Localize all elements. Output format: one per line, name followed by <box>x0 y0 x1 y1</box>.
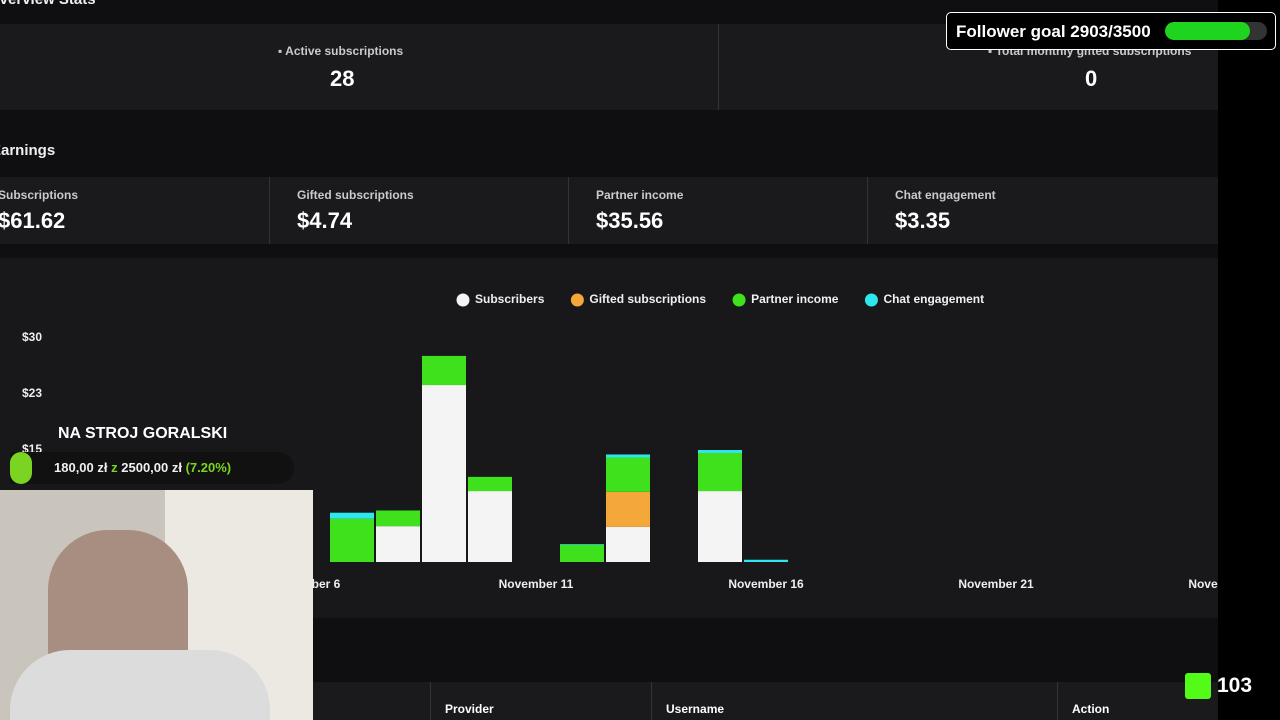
bar-segment <box>698 452 742 492</box>
y-tick-label: $23 <box>22 386 42 400</box>
bar-segment <box>376 526 420 562</box>
divider <box>651 682 652 720</box>
x-tick-label: November 11 <box>499 577 574 591</box>
stat-label-text: Active subscriptions <box>285 44 404 58</box>
column-header: Username <box>666 702 725 716</box>
legend-label: Gifted subscriptions <box>589 292 706 306</box>
bar-segment <box>376 510 420 527</box>
bar-segment <box>330 518 374 562</box>
shirt <box>10 650 270 720</box>
section-title: Earnings <box>0 142 56 159</box>
webcam <box>0 490 313 720</box>
bar-segment <box>744 559 788 562</box>
donation-bar: 180,00 zł z 2500,00 zł (7.20%) <box>10 452 294 484</box>
divider <box>867 177 868 244</box>
card-label: Partner income <box>596 188 684 202</box>
stat-value: 0 <box>1085 66 1098 91</box>
column-header: Provider <box>445 702 494 716</box>
legend-label: Chat engagement <box>883 292 984 306</box>
card-label: Gifted subscriptions <box>297 188 414 202</box>
bar-segment <box>606 526 650 562</box>
legend-swatch <box>456 293 470 307</box>
card-label: Subscriptions <box>0 188 79 202</box>
donation-fill <box>10 452 32 484</box>
bar-segment <box>606 454 650 458</box>
donation-text: 180,00 zł z 2500,00 zł (7.20%) <box>54 460 231 475</box>
kick-logo <box>1185 673 1211 699</box>
bar-segment <box>606 457 650 492</box>
divider <box>1057 682 1058 720</box>
legend-swatch <box>570 293 584 307</box>
section-title: Overview Stats <box>0 0 96 8</box>
goal-fill <box>1165 22 1250 40</box>
card-value: $4.74 <box>297 208 353 233</box>
goal-track <box>1165 22 1267 40</box>
bar-segment <box>560 544 604 545</box>
bar-segment <box>330 512 374 519</box>
bar-segment <box>468 491 512 562</box>
bar-segment <box>606 491 650 527</box>
x-tick-label: November 16 <box>728 577 804 591</box>
goal-label: Follower goal 2903/3500 <box>956 22 1151 41</box>
bar-segment <box>698 450 742 453</box>
legend-label: Partner income <box>751 292 839 306</box>
earnings-panel <box>0 177 1218 244</box>
x-tick-label: November 21 <box>958 577 1034 591</box>
card-value: $61.62 <box>0 208 66 233</box>
bar-segment <box>698 491 742 562</box>
y-tick-label: $30 <box>22 330 42 344</box>
of: z <box>111 460 118 475</box>
divider <box>430 682 431 720</box>
side-panel <box>1218 0 1280 720</box>
donation-title: NA STROJ GORALSKI <box>58 425 228 442</box>
follower-goal: Follower goal 2903/3500 <box>946 12 1276 50</box>
legend-swatch <box>732 293 746 307</box>
legend-label: Subscribers <box>475 292 545 306</box>
stat-value: 28 <box>330 66 355 91</box>
percent: (7.20%) <box>185 460 232 475</box>
divider <box>568 177 569 244</box>
stat-label: ▪ Active subscriptions <box>278 44 404 58</box>
bar-segment <box>560 544 604 562</box>
bar-segment <box>468 476 512 492</box>
divider <box>718 24 719 110</box>
card-value: $3.35 <box>895 208 951 233</box>
card-label: Chat engagement <box>895 188 996 202</box>
viewer-count: 103 <box>1217 674 1253 697</box>
card-value: $35.56 <box>596 208 664 233</box>
raised: 180,00 zł <box>54 460 108 475</box>
column-header: Action <box>1072 702 1110 716</box>
bar-segment <box>422 355 466 386</box>
legend-swatch <box>864 293 878 307</box>
bar-segment <box>422 385 466 562</box>
x-tick-label: November 26 <box>1188 577 1218 591</box>
goal: 2500,00 zł <box>121 460 182 475</box>
divider <box>269 177 270 244</box>
